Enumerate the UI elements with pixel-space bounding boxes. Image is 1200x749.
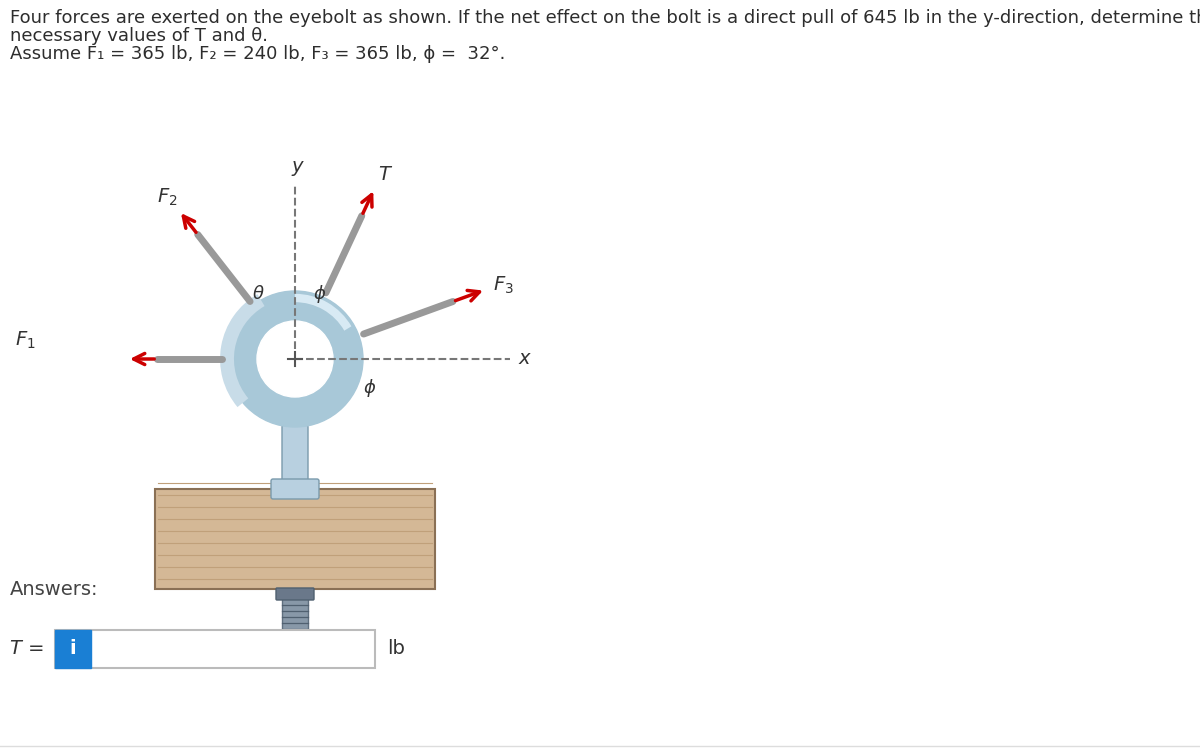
- Text: Assume F₁ = 365 lb, F₂ = 240 lb, F₃ = 365 lb, ϕ =  32°.: Assume F₁ = 365 lb, F₂ = 240 lb, F₃ = 36…: [10, 45, 505, 63]
- Circle shape: [257, 321, 334, 397]
- FancyBboxPatch shape: [271, 479, 319, 499]
- Text: Answers:: Answers:: [10, 580, 98, 599]
- Text: $F_1$: $F_1$: [14, 330, 36, 351]
- Text: $\phi$: $\phi$: [313, 283, 326, 305]
- Text: $F_3$: $F_3$: [493, 275, 514, 296]
- Bar: [282, 589, 308, 664]
- Bar: [155, 489, 436, 589]
- FancyBboxPatch shape: [282, 425, 308, 491]
- Text: T =: T =: [10, 640, 44, 658]
- Text: lb: lb: [386, 640, 404, 658]
- Text: Four forces are exerted on the eyebolt as shown. If the net effect on the bolt i: Four forces are exerted on the eyebolt a…: [10, 9, 1200, 27]
- FancyBboxPatch shape: [276, 588, 314, 600]
- Circle shape: [227, 291, 364, 427]
- Text: $F_2$: $F_2$: [157, 187, 178, 207]
- Text: necessary values of T and θ.: necessary values of T and θ.: [10, 27, 268, 45]
- Text: $\phi$: $\phi$: [364, 377, 377, 399]
- Text: i: i: [70, 640, 77, 658]
- Text: x: x: [518, 348, 529, 368]
- Text: T: T: [378, 165, 390, 184]
- Bar: [55, 630, 91, 668]
- Text: y: y: [292, 157, 302, 176]
- Bar: [55, 630, 374, 668]
- Text: $\theta$: $\theta$: [252, 285, 265, 303]
